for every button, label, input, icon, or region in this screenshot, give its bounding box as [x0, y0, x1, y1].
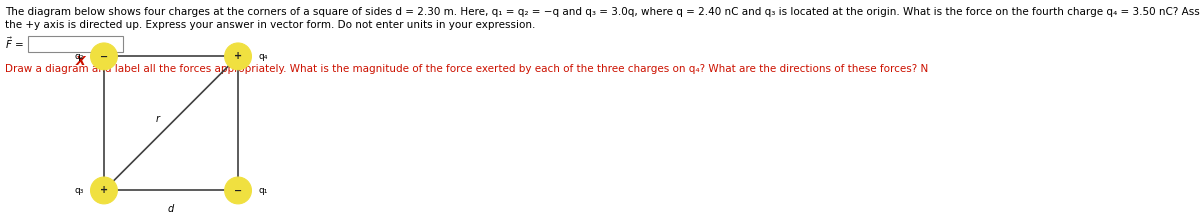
Text: X: X	[76, 55, 85, 68]
Text: q₁: q₁	[258, 186, 268, 195]
Text: −: −	[100, 51, 108, 61]
Text: q₄: q₄	[258, 52, 268, 61]
Text: q₂: q₂	[74, 52, 84, 61]
Text: $\vec{F}$ =: $\vec{F}$ =	[5, 36, 24, 52]
Circle shape	[224, 177, 252, 204]
Text: −: −	[234, 185, 242, 196]
Text: r: r	[156, 114, 160, 124]
Bar	[28, 36, 124, 52]
Circle shape	[90, 177, 118, 204]
Text: q₃: q₃	[74, 186, 84, 195]
Text: +: +	[100, 185, 108, 196]
Text: +: +	[234, 51, 242, 61]
Text: Draw a diagram and label all the forces appropriately. What is the magnitude of : Draw a diagram and label all the forces …	[5, 64, 929, 74]
Text: The diagram below shows four charges at the corners of a square of sides d = 2.3: The diagram below shows four charges at …	[5, 7, 1200, 17]
Text: the +y axis is directed up. Express your answer in vector form. Do not enter uni: the +y axis is directed up. Express your…	[5, 20, 535, 30]
Circle shape	[90, 43, 118, 70]
Circle shape	[224, 43, 252, 70]
Text: d: d	[168, 204, 174, 214]
